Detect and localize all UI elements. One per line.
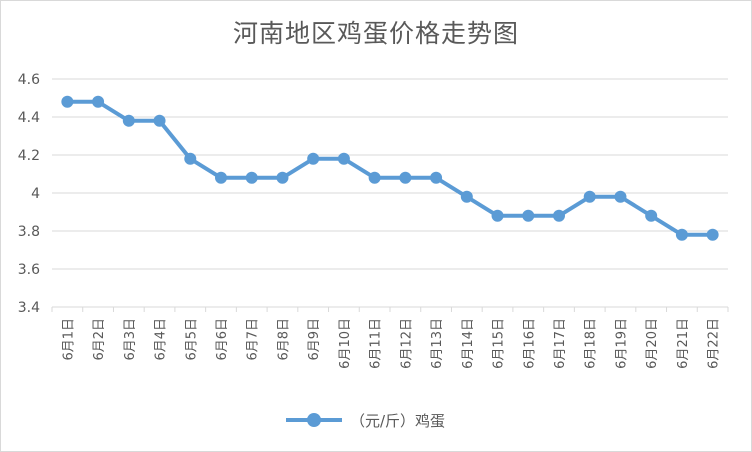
gridlines: [52, 78, 728, 308]
x-tick-label: 6月13日: [430, 318, 445, 369]
x-tick-label: 6月6日: [215, 318, 230, 361]
data-point: [706, 228, 719, 241]
x-tick-label: 6月9日: [307, 318, 322, 361]
x-tick-label: 6月10日: [338, 318, 353, 369]
x-tick-label: 6月15日: [492, 318, 507, 369]
x-tick-label: 6月3日: [123, 318, 138, 361]
y-tick-label: 3.8: [18, 224, 40, 240]
data-point: [61, 95, 74, 108]
data-point: [215, 171, 227, 184]
data-point: [153, 114, 166, 127]
data-point: [430, 171, 443, 184]
x-axis-ticks: 6月1日 6月2日 6月3日 6月4日 6月5日 6月6日 6月7日 6月8日 6月9日 6月10…: [51, 307, 729, 369]
data-point: [92, 95, 105, 108]
y-axis-ticks: 3.4 3.6 3.8 4 4.2 4.4 4.6: [18, 72, 40, 316]
x-tick-label: 6月19日: [614, 318, 629, 369]
data-point: [184, 152, 197, 165]
x-tick-label: 6月5日: [184, 318, 199, 361]
x-tick-label: 6月21日: [676, 318, 691, 369]
legend: （元/斤）鸡蛋: [0, 405, 752, 435]
data-point: [553, 209, 565, 222]
y-tick-label: 3.4: [18, 300, 40, 316]
series-line: [67, 99, 713, 237]
x-tick-label: 6月14日: [461, 318, 476, 369]
x-tick-label: 6月18日: [584, 318, 599, 369]
data-point: [491, 209, 504, 222]
data-point: [276, 171, 289, 184]
x-tick-label: 6月2日: [92, 318, 107, 361]
data-point: [614, 190, 627, 203]
data-point: [337, 152, 350, 165]
x-tick-label: 6月20日: [645, 318, 660, 369]
x-tick-label: 6月12日: [399, 318, 414, 369]
data-point: [399, 171, 412, 184]
x-tick-label: 6月11日: [369, 318, 384, 369]
data-point: [522, 209, 535, 222]
chart-title: 河南地区鸡蛋价格走势图: [232, 19, 519, 48]
x-tick-label: 6月17日: [553, 318, 568, 369]
y-tick-label: 4: [31, 186, 40, 202]
data-point: [675, 228, 688, 241]
x-tick-label: 6月16日: [522, 318, 537, 369]
data-point: [245, 171, 258, 184]
series-group: [61, 95, 719, 241]
x-tick-label: 6月22日: [707, 318, 722, 369]
x-tick-label: 6月1日: [61, 318, 76, 361]
data-point: [583, 190, 596, 203]
data-point: [645, 209, 658, 222]
x-tick-label: 6月7日: [246, 318, 261, 361]
y-tick-label: 4.2: [18, 148, 40, 164]
legend-swatch: [286, 410, 342, 430]
data-point: [460, 190, 473, 203]
data-point: [122, 114, 135, 127]
y-tick-label: 4.6: [18, 72, 40, 88]
x-tick-label: 6月4日: [154, 318, 169, 361]
data-point: [368, 171, 381, 184]
y-tick-label: 3.6: [18, 262, 40, 278]
y-tick-label: 4.4: [18, 110, 40, 126]
legend-label: （元/斤）鸡蛋: [350, 411, 446, 430]
data-point: [307, 152, 320, 165]
x-tick-label: 6月8日: [276, 318, 291, 361]
